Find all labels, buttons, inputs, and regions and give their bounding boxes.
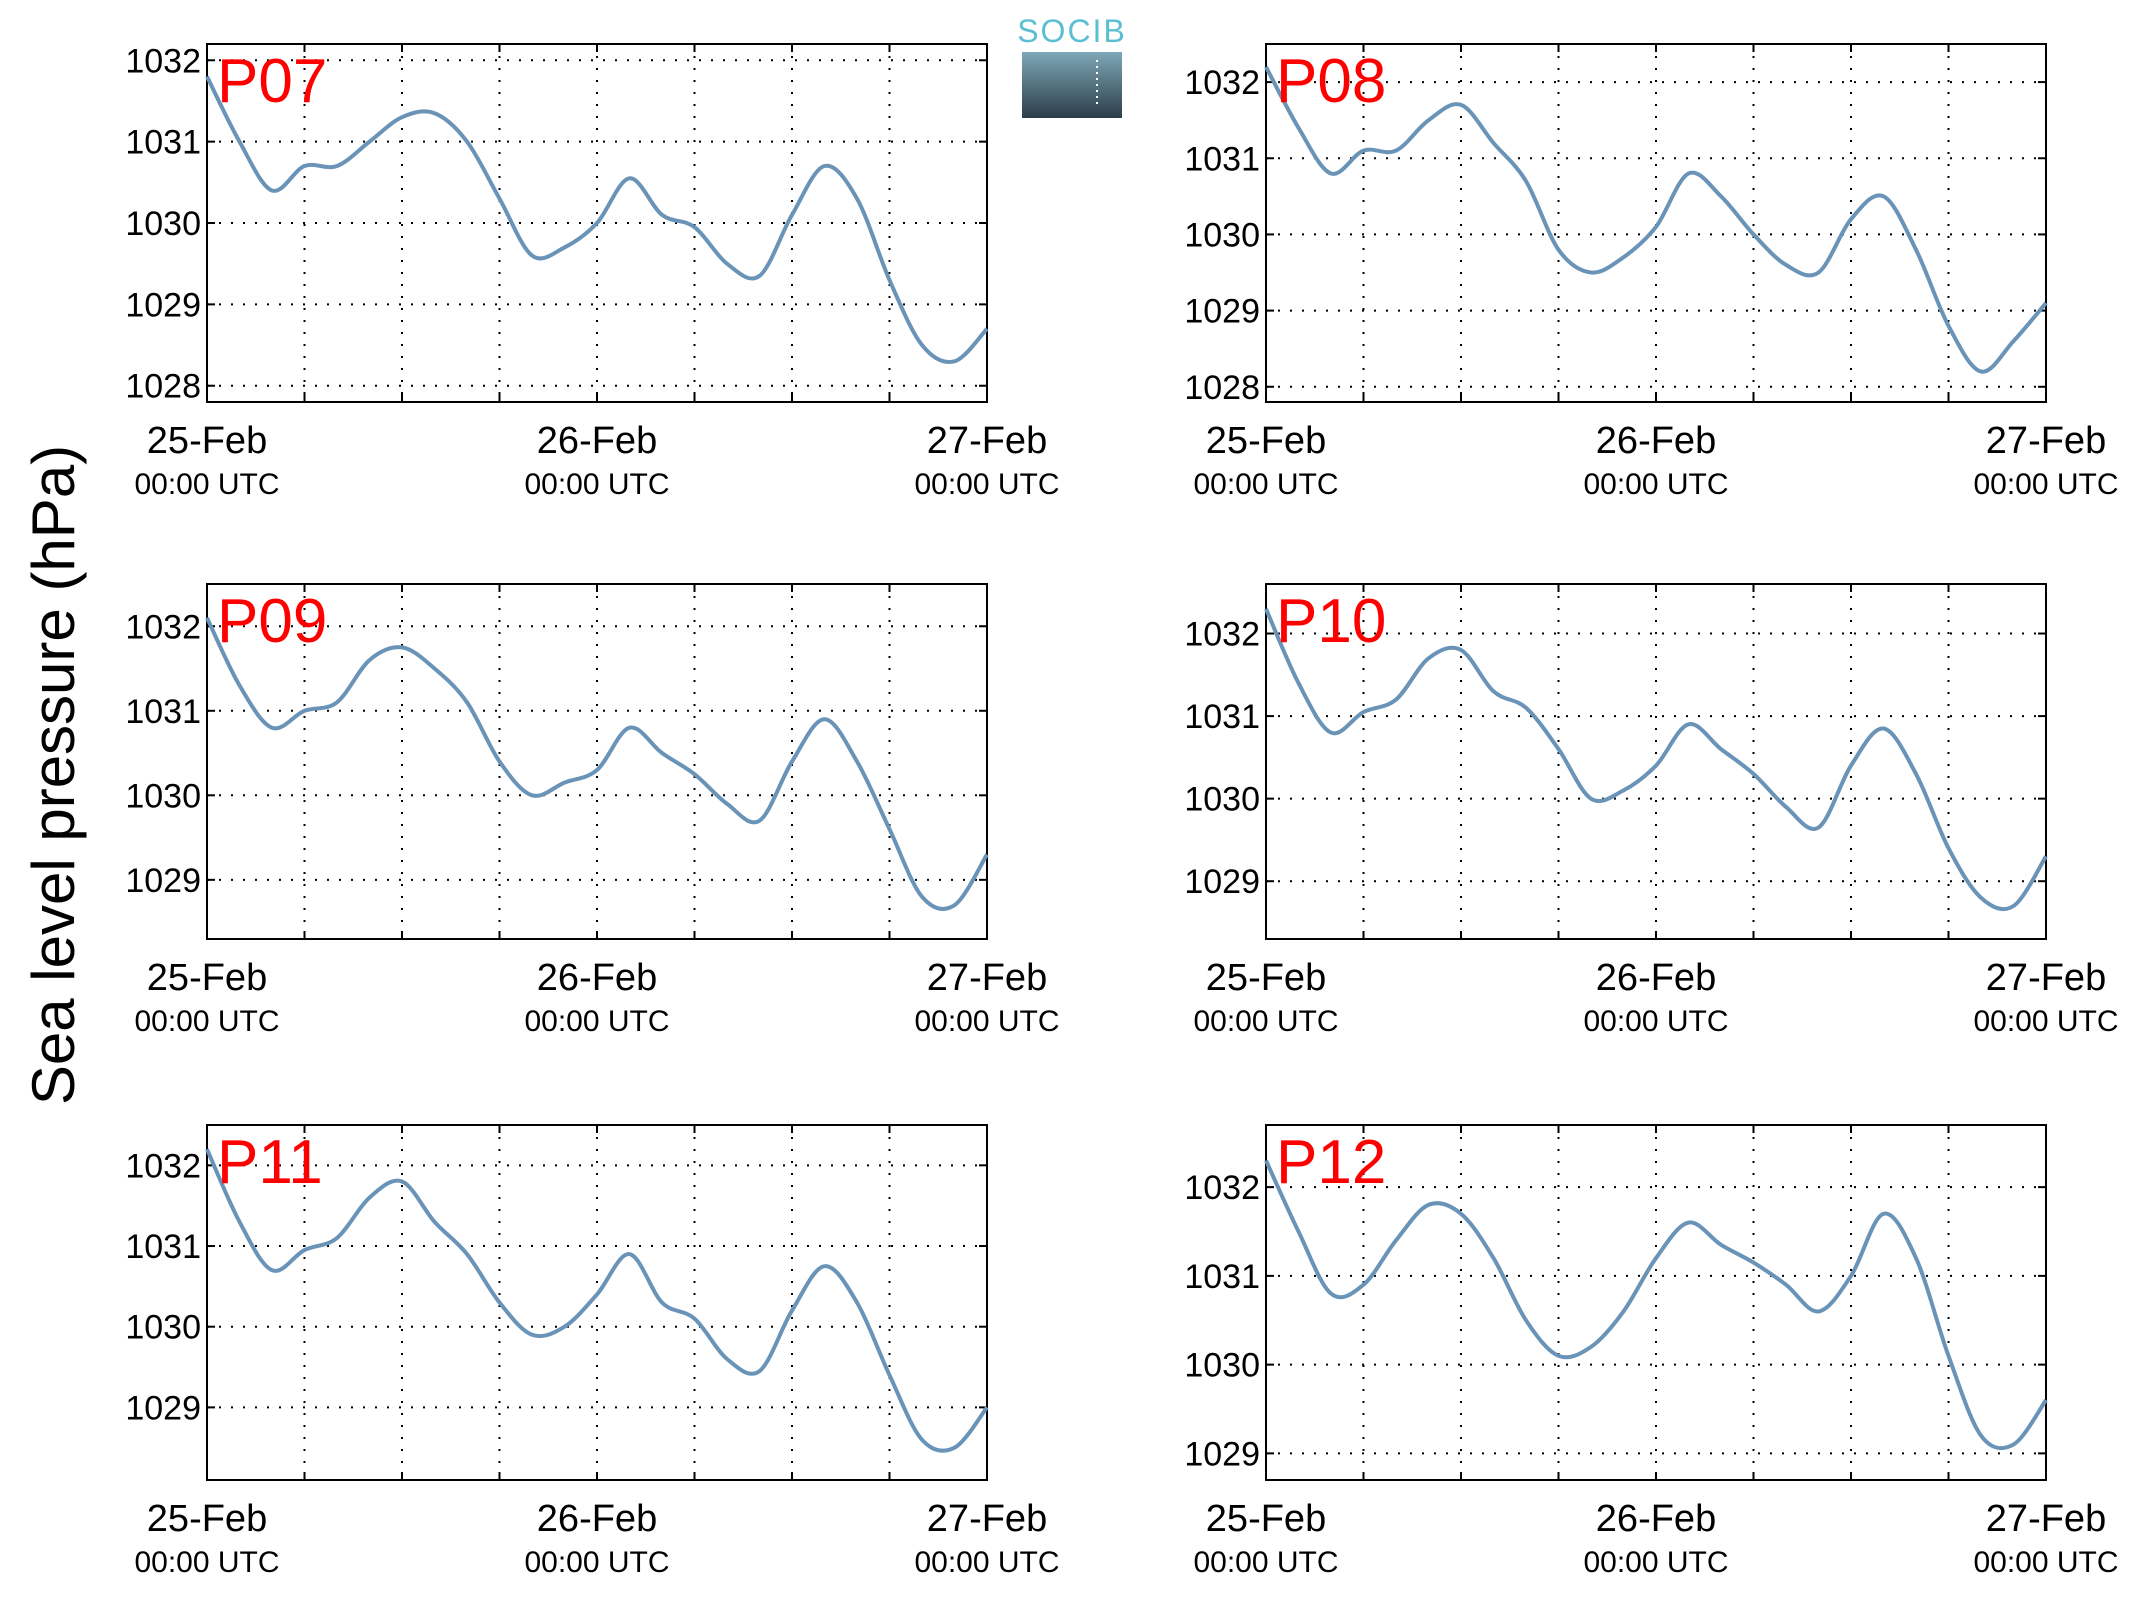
x-tick-label-time: 00:00 UTC (134, 468, 279, 501)
x-tick-label-date: 26-Feb (537, 420, 657, 462)
x-tick-label-time: 00:00 UTC (914, 1005, 1059, 1038)
series-line-p09 (205, 616, 989, 911)
panel-label: P10 (1276, 587, 1386, 656)
x-tick-label-date: 27-Feb (927, 1498, 1047, 1540)
y-tick-label: 1032 (125, 42, 201, 80)
y-tick-label: 1029 (125, 862, 201, 900)
logo-text: SOCIB (1017, 13, 1127, 49)
panel-label: P09 (217, 587, 327, 656)
x-tick-label-time: 00:00 UTC (524, 1005, 669, 1038)
x-tick-label-time: 00:00 UTC (1193, 1005, 1338, 1038)
x-tick-label-time: 00:00 UTC (914, 1546, 1059, 1579)
y-tick-label: 1029 (1184, 293, 1260, 331)
y-tick-label: 1032 (125, 1147, 201, 1185)
y-tick-label: 1032 (1184, 616, 1260, 654)
y-tick-label: 1031 (1184, 698, 1260, 736)
y-tick-label: 1029 (125, 286, 201, 324)
y-tick-label: 1031 (125, 124, 201, 162)
x-tick-label-date: 26-Feb (1596, 957, 1716, 999)
x-tick-label-time: 00:00 UTC (1193, 1546, 1338, 1579)
x-tick-label-date: 25-Feb (147, 1498, 267, 1540)
y-tick-label: 1032 (1184, 1169, 1260, 1207)
y-tick-label: 1030 (125, 777, 201, 815)
x-tick-label-date: 26-Feb (1596, 1498, 1716, 1540)
panel-p07: 1028 1029 1030 1031 1032 25-Feb 00:00 UTC 26-Fe… (125, 42, 1059, 501)
y-tick-label: 1032 (125, 608, 201, 646)
series-line-p10 (1264, 608, 2048, 911)
socib-logo: SOCIB (1017, 13, 1127, 118)
panel-p11: 1029 1030 1031 1032 25-Feb 00:00 UTC 26-Feb 00:… (125, 1124, 1060, 1579)
x-tick-label-time: 00:00 UTC (1973, 1005, 2118, 1038)
y-tick-label: 1029 (125, 1389, 201, 1427)
x-tick-label-time: 00:00 UTC (134, 1546, 279, 1579)
x-tick-label-time: 00:00 UTC (914, 468, 1059, 501)
x-tick-label-time: 00:00 UTC (1973, 1546, 2118, 1579)
series-line-p12 (1264, 1159, 2048, 1451)
panel-label: P11 (217, 1128, 323, 1197)
x-tick-label-date: 27-Feb (1986, 1498, 2106, 1540)
x-tick-label-time: 00:00 UTC (1583, 1546, 1728, 1579)
panel-label: P12 (1276, 1128, 1386, 1197)
x-tick-label-time: 00:00 UTC (1583, 468, 1728, 501)
logo-box (1022, 52, 1122, 118)
y-tick-label: 1028 (1184, 369, 1260, 407)
panel-p09: 1029 1030 1031 1032 25-Feb 00:00 UTC 26-Feb 00:… (125, 583, 1060, 1038)
panel-label: P08 (1276, 47, 1386, 116)
x-tick-label-time: 00:00 UTC (524, 468, 669, 501)
x-tick-label-date: 25-Feb (1206, 1498, 1326, 1540)
x-tick-label-date: 25-Feb (1206, 420, 1326, 462)
x-tick-label-date: 25-Feb (147, 957, 267, 999)
series-line-p11 (205, 1148, 989, 1453)
y-tick-label: 1030 (125, 205, 201, 243)
x-tick-label-time: 00:00 UTC (524, 1546, 669, 1579)
x-tick-label-date: 27-Feb (1986, 957, 2106, 999)
x-tick-label-date: 26-Feb (537, 1498, 657, 1540)
y-tick-label: 1030 (1184, 781, 1260, 819)
x-tick-label-date: 26-Feb (537, 957, 657, 999)
x-tick-label-time: 00:00 UTC (1193, 468, 1338, 501)
x-tick-label-time: 00:00 UTC (1583, 1005, 1728, 1038)
x-tick-label-date: 27-Feb (1986, 420, 2106, 462)
y-tick-label: 1031 (125, 693, 201, 731)
series-line-p08 (1264, 65, 2048, 374)
panel-p10: 1029 1030 1031 1032 25-Feb 00:00 UTC 26-Feb 00:… (1184, 583, 2119, 1038)
x-tick-label-time: 00:00 UTC (134, 1005, 279, 1038)
y-tick-label: 1032 (1184, 64, 1260, 102)
y-tick-label: 1028 (125, 368, 201, 406)
x-tick-label-date: 25-Feb (1206, 957, 1326, 999)
y-tick-label: 1030 (1184, 216, 1260, 254)
series-line-p07 (205, 75, 989, 364)
panel-p12: 1029 1030 1031 1032 25-Feb 00:00 UTC 26-Feb 00:… (1184, 1124, 2119, 1579)
y-tick-label: 1029 (1184, 863, 1260, 901)
y-tick-label: 1029 (1184, 1435, 1260, 1473)
panel-p08: 1028 1029 1030 1031 1032 25-Feb 00:00 UTC 26-Fe… (1184, 43, 2119, 501)
y-tick-label: 1031 (1184, 1258, 1260, 1296)
y-tick-label: 1031 (1184, 140, 1260, 178)
x-tick-label-date: 26-Feb (1596, 420, 1716, 462)
y-tick-label: 1030 (1184, 1347, 1260, 1385)
y-tick-label: 1031 (125, 1228, 201, 1266)
panel-label: P07 (217, 47, 327, 116)
x-tick-label-date: 27-Feb (927, 420, 1047, 462)
x-tick-label-time: 00:00 UTC (1973, 468, 2118, 501)
y-axis-label: Sea level pressure (hPa) (20, 445, 87, 1105)
x-tick-label-date: 27-Feb (927, 957, 1047, 999)
y-tick-label: 1030 (125, 1309, 201, 1347)
x-tick-label-date: 25-Feb (147, 420, 267, 462)
